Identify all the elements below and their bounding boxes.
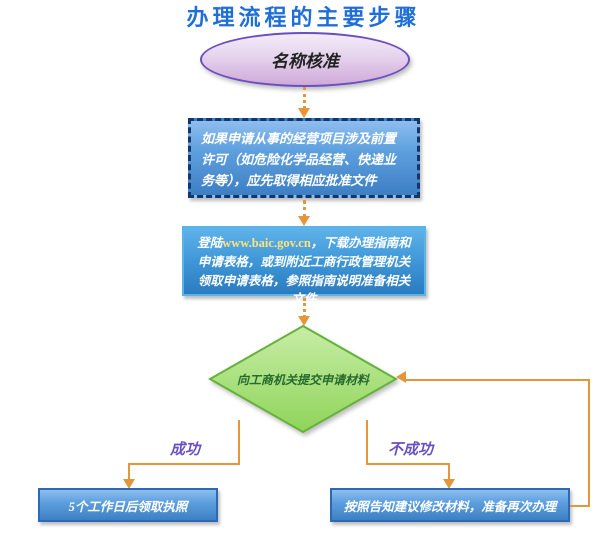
branch-fail-label: 不成功 bbox=[388, 438, 433, 459]
node-decision-label: 向工商机关提交申请材料 bbox=[208, 324, 398, 434]
edge-decision-to-fail-h bbox=[366, 463, 450, 465]
flowchart-container: { "type": "flowchart", "background_color… bbox=[0, 0, 607, 541]
arrow-icon bbox=[396, 371, 406, 383]
arrow-icon bbox=[298, 108, 310, 118]
arrow-icon bbox=[298, 216, 310, 226]
node-download-url: www.baic.gov.cn bbox=[222, 236, 311, 250]
edge-decision-to-fail-v bbox=[366, 420, 368, 465]
edge-decision-to-success-h bbox=[128, 463, 240, 465]
node-result-fail: 按照告知建议修改材料，准备再次办理 bbox=[330, 488, 570, 522]
node-start: 名称核准 bbox=[200, 32, 410, 87]
edge-download-to-decision bbox=[303, 298, 306, 318]
node-start-label: 名称核准 bbox=[200, 32, 410, 87]
node-download-prefix: 登陆 bbox=[197, 236, 222, 250]
node-result-fail-label: 按照告知建议修改材料，准备再次办理 bbox=[344, 496, 557, 515]
edge-start-to-prereq bbox=[303, 87, 306, 109]
edge-loop-h1 bbox=[570, 505, 590, 507]
node-download: 登陆www.baic.gov.cn，下载办理指南和申请表格，或到附近工商行政管理… bbox=[182, 226, 426, 296]
edge-loop-h2 bbox=[404, 379, 590, 381]
branch-success-label: 成功 bbox=[170, 438, 200, 459]
node-prereq: 如果申请从事的经营项目涉及前置许可（如危险化学品经营、快递业务等），应先取得相应… bbox=[188, 118, 420, 198]
node-decision: 向工商机关提交申请材料 bbox=[208, 324, 398, 434]
edge-decision-to-success-v bbox=[238, 420, 240, 465]
edge-loop-v bbox=[588, 379, 590, 507]
node-prereq-label: 如果申请从事的经营项目涉及前置许可（如危险化学品经营、快递业务等），应先取得相应… bbox=[201, 131, 396, 188]
page-title: 办理流程的主要步骤 bbox=[186, 0, 420, 32]
node-result-success: 5个工作日后领取执照 bbox=[38, 488, 218, 522]
node-result-success-label: 5个工作日后领取执照 bbox=[69, 496, 188, 515]
